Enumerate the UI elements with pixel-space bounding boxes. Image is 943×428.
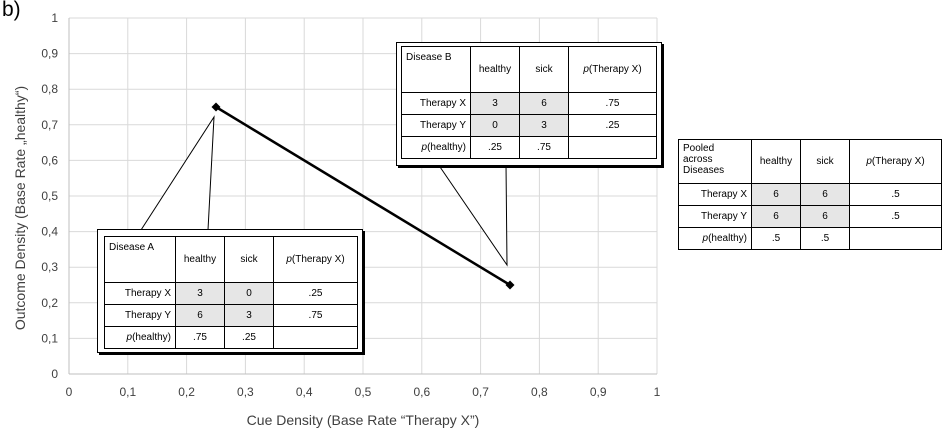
- callout-disease-a: [140, 115, 215, 231]
- y-tick-label: 0,7: [41, 118, 58, 132]
- col-header-sick: sick: [519, 46, 569, 93]
- x-tick-label: 0,7: [472, 385, 489, 399]
- col-header-sick: sick: [224, 236, 274, 283]
- disease-a-table: Disease A healthy sick p(Therapy X) Ther…: [104, 236, 358, 349]
- row-label: p(healthy): [401, 136, 471, 159]
- disease-b-table: Disease B healthy sick p(Therapy X) Ther…: [401, 46, 657, 159]
- table-cell: 3: [175, 282, 225, 305]
- x-tick-label: 0,2: [178, 385, 195, 399]
- y-tick-label: 0,8: [41, 82, 58, 96]
- x-tick-label: 0: [66, 385, 73, 399]
- axis-layer: [68, 18, 657, 375]
- x-axis-title: Cue Density (Base Rate “Therapy X”): [247, 412, 480, 428]
- data-point-diamond: [211, 102, 221, 112]
- table-cell: 0: [470, 114, 520, 137]
- table-cell-p: .5: [849, 183, 942, 206]
- table-cell-empty: [568, 136, 657, 159]
- x-tick-label: 1: [654, 385, 661, 399]
- disease-a-title: Disease A: [104, 236, 176, 283]
- y-tick-label: 1: [51, 11, 58, 25]
- tick-labels: 0 0,1 0,2 0,3 0,4 0,5 0,6 0,7 0,8 0,9 1 0 0,1 0,2 0,3 0…: [41, 11, 660, 399]
- table-cell-empty: [273, 326, 358, 349]
- table-cell: .5: [751, 227, 801, 250]
- row-label: p(healthy): [104, 326, 176, 349]
- table-cell: .75: [519, 136, 569, 159]
- y-tick-label: 0,9: [41, 47, 58, 61]
- col-header-healthy: healthy: [470, 46, 520, 93]
- table-row: p(healthy) .5 .5: [678, 227, 942, 250]
- series-layer: [211, 102, 515, 290]
- table-cell: 6: [751, 205, 801, 228]
- y-tick-label: 0: [51, 367, 58, 381]
- table-row: Therapy X 6 6 .5: [678, 183, 942, 206]
- table-cell: 6: [800, 205, 850, 228]
- y-axis-title: Outcome Density (Base Rate „healthy“): [12, 86, 28, 330]
- x-tick-label: 0,8: [531, 385, 548, 399]
- row-label: p(healthy): [678, 227, 752, 250]
- table-cell: 6: [175, 304, 225, 327]
- table-cell: .5: [800, 227, 850, 250]
- table-cell-p: .5: [849, 205, 942, 228]
- table-row: Therapy Y 0 3 .25: [401, 114, 657, 137]
- table-cell: 3: [470, 92, 520, 115]
- table-cell: 6: [519, 92, 569, 115]
- table-cell: 6: [751, 183, 801, 206]
- data-point-diamond: [505, 280, 515, 290]
- table-row: Therapy Y 6 3 .75: [104, 304, 358, 327]
- row-label: Therapy Y: [401, 114, 471, 137]
- y-tick-label: 0,6: [41, 153, 58, 167]
- y-tick-label: 0,5: [41, 189, 58, 203]
- table-cell-p: .25: [568, 114, 657, 137]
- col-header-healthy: healthy: [175, 236, 225, 283]
- row-label: Therapy Y: [678, 205, 752, 228]
- y-tick-label: 0,4: [41, 225, 58, 239]
- col-header-sick: sick: [800, 139, 850, 184]
- callout-disease-b: [437, 163, 508, 267]
- col-header-p-therapy-x: p(Therapy X): [849, 139, 942, 184]
- x-tick-label: 0,9: [590, 385, 607, 399]
- table-cell-p: .25: [273, 282, 358, 305]
- x-tick-label: 0,5: [355, 385, 372, 399]
- disease-b-title: Disease B: [401, 46, 471, 93]
- table-cell: 0: [224, 282, 274, 305]
- panel-label: b): [2, 0, 21, 21]
- col-header-p-therapy-x: p(Therapy X): [273, 236, 358, 283]
- x-tick-label: 0,1: [119, 385, 136, 399]
- table-row: Therapy Y 6 6 .5: [678, 205, 942, 228]
- col-header-healthy: healthy: [751, 139, 801, 184]
- row-label: Therapy Y: [104, 304, 176, 327]
- table-cell: .25: [224, 326, 274, 349]
- table-cell: 3: [519, 114, 569, 137]
- table-cell: 3: [224, 304, 274, 327]
- x-tick-label: 0,3: [237, 385, 254, 399]
- y-tick-label: 0,2: [41, 296, 58, 310]
- x-tick-label: 0,6: [413, 385, 430, 399]
- table-row: Therapy X 3 6 .75: [401, 92, 657, 115]
- y-tick-label: 0,3: [41, 260, 58, 274]
- table-row: Therapy X 3 0 .25: [104, 282, 358, 305]
- table-cell-empty: [849, 227, 942, 250]
- table-cell-p: .75: [568, 92, 657, 115]
- table-cell: .75: [175, 326, 225, 349]
- table-cell: 6: [800, 183, 850, 206]
- table-cell: .25: [470, 136, 520, 159]
- pooled-table: Pooled across Diseases healthy sick p(Th…: [678, 139, 942, 250]
- table-row: p(healthy) .75 .25: [104, 326, 358, 349]
- table-row: p(healthy) .25 .75: [401, 136, 657, 159]
- pooled-title: Pooled across Diseases: [678, 139, 752, 184]
- col-header-p-therapy-x: p(Therapy X): [568, 46, 657, 93]
- row-label: Therapy X: [401, 92, 471, 115]
- row-label: Therapy X: [678, 183, 752, 206]
- row-label: Therapy X: [104, 282, 176, 305]
- x-tick-label: 0,4: [296, 385, 313, 399]
- series-line: [215, 105, 511, 287]
- table-cell-p: .75: [273, 304, 358, 327]
- callout-lines: [140, 115, 508, 267]
- y-tick-label: 0,1: [41, 331, 58, 345]
